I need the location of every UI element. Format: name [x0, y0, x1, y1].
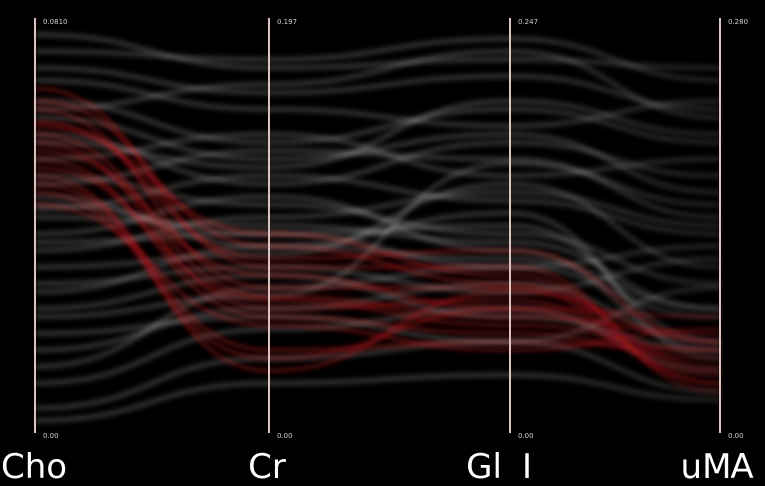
axis-min-label: 0.00 [728, 432, 744, 440]
axis-name-label: A [730, 447, 753, 486]
axes-layer [34, 18, 721, 433]
axis-min-label: 0.00 [43, 432, 59, 440]
axis-max-label: 0.247 [518, 18, 538, 26]
axis-name-label: Gl [466, 447, 502, 486]
axis-max-label: 0.197 [277, 18, 297, 26]
axis-max-label: 0.280 [728, 18, 748, 26]
axis-name-label: Cr [248, 447, 286, 486]
labels-layer: 0.0810 0.00 0.197 0.00 0.247 0.00 0.280 0.00 Cho… [1, 18, 754, 486]
right-fade-overlay [510, 18, 720, 433]
axis-max-label: 0.0810 [43, 18, 68, 26]
axis-min-label: 0.00 [277, 432, 293, 440]
axis-name-label: I [522, 447, 532, 486]
axis-name-label: uM [681, 447, 732, 486]
axis-min-label: 0.00 [518, 432, 534, 440]
axis-name-label: Cho [1, 447, 67, 486]
